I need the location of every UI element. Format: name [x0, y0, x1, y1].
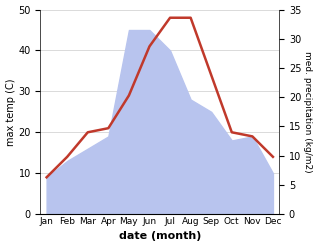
Y-axis label: max temp (C): max temp (C)	[5, 78, 16, 145]
Y-axis label: med. precipitation (kg/m2): med. precipitation (kg/m2)	[303, 51, 313, 173]
X-axis label: date (month): date (month)	[119, 231, 201, 242]
